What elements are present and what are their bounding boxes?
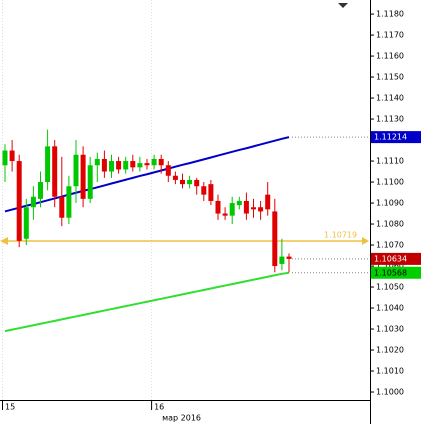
candle-body [265,194,271,210]
candle-body [59,196,65,218]
candle-body [215,200,221,214]
y-tick-label: 1.1080 [376,220,404,229]
candle-body [9,150,15,162]
y-tick-label: 1.1070 [376,241,404,250]
candle-body [258,207,264,212]
candle-body [172,175,178,180]
candle-body [130,161,136,168]
level-arrow [0,237,8,246]
y-tick-label: 1.1050 [376,283,404,292]
candle-body [109,161,114,172]
scroll-indicator[interactable] [338,3,348,8]
candle-body [236,200,242,206]
candle-body [151,158,157,166]
y-tick-label: 1.1030 [376,325,404,334]
y-tick-label: 1.1130 [376,115,404,124]
y-tick-label: 1.1150 [376,73,404,82]
candle-body [286,256,292,259]
candle-body [208,184,214,201]
y-tick-label: 1.1100 [376,178,404,187]
candle-body [2,150,8,166]
month-label: мар 2016 [162,414,201,423]
candle-body [116,161,122,170]
y-tick-label: 1.1000 [376,388,404,397]
y-tick-label: 1.1040 [376,304,404,313]
candle-body [101,158,107,172]
candle-body [45,146,51,183]
candle-body [229,203,235,216]
candle-body [272,211,278,267]
candle-body [222,213,228,216]
price-tag-label: 1.10568 [374,268,407,277]
x-tick-label: 15 [5,403,15,412]
candle-body [16,161,22,241]
candle-body [251,207,256,210]
candle-body [94,158,100,166]
y-tick-label: 1.1090 [376,199,404,208]
price-tag [371,266,421,279]
y-tick-label: 1.1020 [376,346,404,355]
candle-body [52,146,58,197]
price-tag [371,131,421,144]
candle-body [30,196,36,208]
candle-body [158,158,164,166]
candle-body [201,186,207,195]
level-label: 1.10719 [324,231,357,240]
y-tick-label: 1.1180 [376,10,404,19]
price-tag-label: 1.11214 [374,133,407,142]
moving-average-line [4,136,290,213]
candle-body [87,165,93,199]
candle-body [73,154,79,187]
x-tick-label: 16 [154,403,164,412]
candle-body [243,200,249,214]
y-tick-label: 1.1110 [376,157,404,166]
y-tick-label: 1.1170 [376,31,404,40]
y-tick-label: 1.1140 [376,94,404,103]
candle-body [137,163,143,168]
candle-body [80,154,86,199]
candle-body [38,182,43,199]
moving-average-line [4,271,290,333]
price-tag-label: 1.10634 [374,254,407,263]
candle-body [180,179,185,185]
price-tag [371,252,421,265]
candle-body [187,179,193,185]
y-tick-label: 1.1160 [376,52,404,61]
candle-body [194,179,200,187]
candle-body [165,165,171,176]
candle-body [144,163,150,166]
level-arrow [362,237,369,246]
candle-body [279,256,285,264]
y-tick-label: 1.1010 [376,367,404,376]
candle-body [66,186,72,218]
candle-body [123,161,129,170]
y-tick-label: 1.1060 [376,262,404,271]
candle-body [23,207,29,239]
